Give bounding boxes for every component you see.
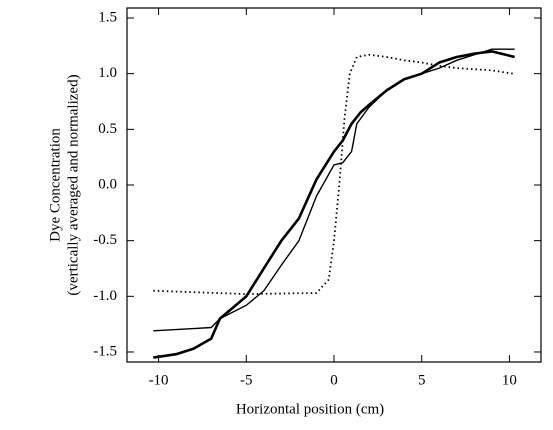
y-tick-label: 1.5 (98, 9, 117, 25)
x-tick-label: 5 (418, 372, 426, 388)
y-tick-label: 1.0 (98, 65, 117, 81)
plot-frame (126, 7, 542, 363)
y-tick-label: -1.0 (93, 288, 117, 304)
x-tick-label: -10 (149, 372, 169, 388)
y-tick-label: 0.5 (98, 121, 117, 137)
data-line (153, 48, 515, 332)
y-axis-label: (vertically averaged and normalized) (65, 74, 81, 295)
y-tick-label: 0.0 (98, 176, 117, 192)
y-axis-label: Dye Concentration (47, 128, 63, 242)
data-line (153, 53, 514, 295)
y-tick-label: -0.5 (93, 232, 117, 248)
x-tick-label: -5 (240, 372, 253, 388)
x-tick-label: 0 (330, 372, 338, 388)
x-tick-label: 10 (502, 372, 517, 388)
data-line (153, 50, 515, 359)
y-tick-label: -1.5 (93, 343, 117, 359)
x-axis-label: Horizontal position (cm) (236, 401, 384, 417)
